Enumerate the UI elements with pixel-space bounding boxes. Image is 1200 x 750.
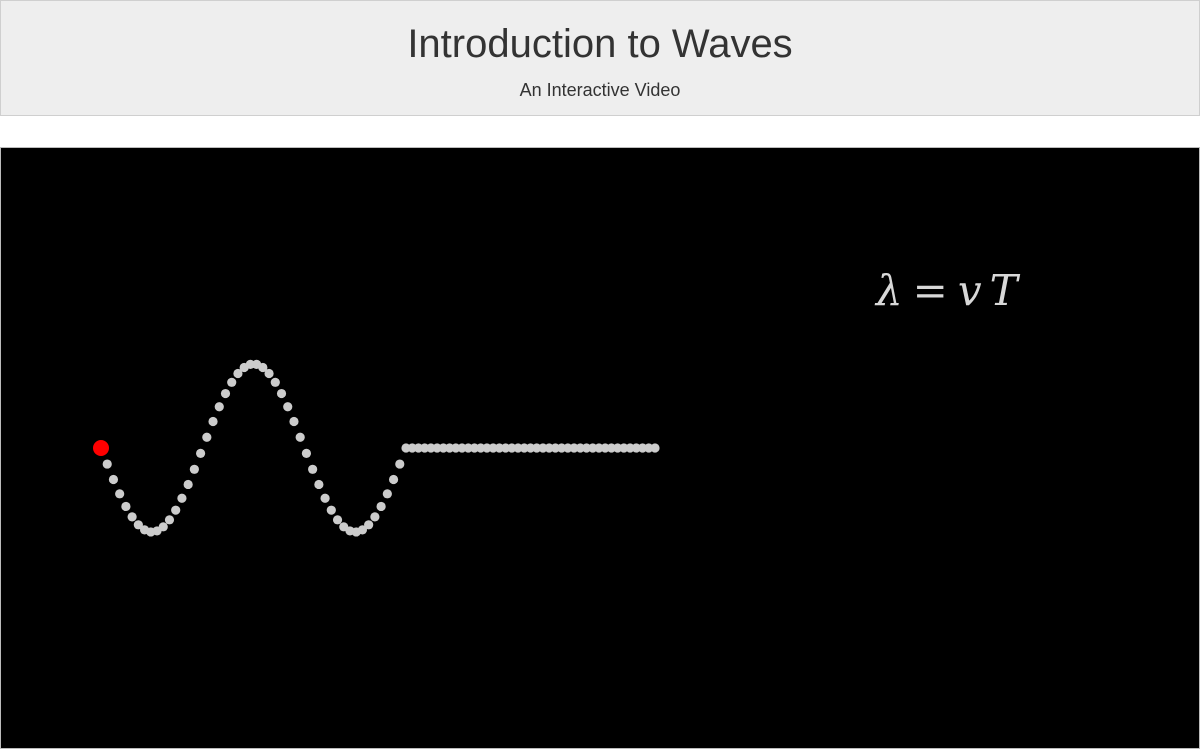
wave-bead (339, 522, 349, 532)
wave-bead (382, 489, 392, 499)
wave-bead (401, 443, 411, 453)
wave-bead (283, 402, 293, 412)
wave-bead (289, 416, 299, 427)
wave-bead (395, 459, 405, 469)
wave-source-dot (93, 440, 109, 456)
velocity-symbol: v (957, 266, 982, 315)
wave-bead (177, 493, 187, 503)
wave-animation (93, 359, 660, 537)
wave-bead (214, 402, 224, 412)
video-stage[interactable]: λ = v T (0, 147, 1200, 749)
wave-bead (227, 377, 237, 387)
wave-bead (127, 512, 137, 522)
wavelength-equation: λ = v T (876, 266, 1018, 315)
wave-bead (370, 512, 380, 522)
wave-bead (264, 368, 274, 379)
wave-bead (233, 368, 243, 379)
lambda-symbol: λ (876, 266, 903, 315)
wave-bead (220, 388, 231, 399)
wave-bead (171, 505, 181, 515)
wave-bead (189, 464, 199, 474)
wave-bead (270, 377, 280, 387)
wave-bead (164, 515, 175, 525)
wave-bead (208, 416, 218, 427)
wave-bead (314, 479, 324, 490)
equals-sign: = (912, 266, 948, 315)
page-title: Introduction to Waves (407, 22, 793, 66)
wave-bead (376, 501, 386, 512)
wave-bead (115, 489, 125, 499)
wave-bead (108, 474, 119, 485)
page-header: Introduction to Waves An Interactive Vid… (0, 0, 1200, 116)
wave-bead (239, 362, 249, 373)
wave-bead (202, 432, 212, 442)
wave-bead (102, 459, 112, 469)
wave-bead (276, 388, 287, 399)
wave-bead (326, 505, 336, 515)
wave-bead (133, 520, 143, 530)
wave-bead (183, 479, 193, 490)
wave-bead (320, 493, 330, 503)
wave-bead (295, 432, 305, 442)
wave-bead (364, 520, 374, 530)
wave-bead (139, 525, 150, 535)
wave-bead (121, 501, 131, 512)
wave-bead (388, 474, 399, 485)
period-symbol: T (989, 266, 1018, 315)
wave-bead (332, 515, 343, 525)
wave-bead (308, 464, 318, 474)
wave-bead (196, 448, 206, 458)
wave-bead (301, 448, 312, 458)
page-subtitle: An Interactive Video (519, 80, 681, 100)
